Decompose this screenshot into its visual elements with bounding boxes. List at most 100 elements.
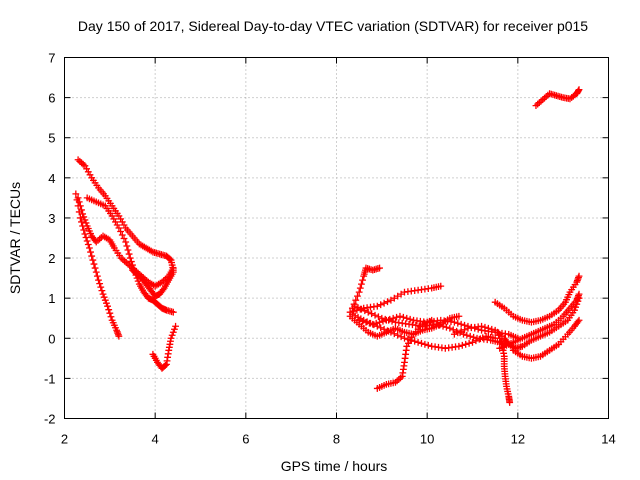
data-point: [166, 255, 174, 263]
data-point: [93, 272, 101, 280]
data-point: [115, 224, 123, 232]
data-point: [83, 237, 91, 245]
data-point: [172, 322, 179, 330]
data-point: [101, 296, 109, 304]
data-point: [436, 321, 444, 329]
data-point: [76, 214, 84, 222]
data-point: [356, 284, 364, 292]
y-tick-label: 4: [48, 171, 55, 186]
data-point: [97, 283, 105, 291]
data-point: [72, 190, 80, 198]
data-point: [375, 313, 382, 321]
series-arc-14: [450, 294, 583, 352]
data-point: [103, 299, 110, 307]
x-tick-label: 14: [601, 432, 615, 447]
data-point: [159, 286, 167, 294]
data-point: [449, 326, 457, 334]
y-axis-label: SDTVAR / TECUs: [7, 182, 23, 294]
data-point: [484, 324, 492, 332]
data-point: [96, 280, 104, 288]
y-tick-label: -2: [44, 412, 56, 427]
y-axis-ticks: -2 -1 0 1 2 3 4 5 6 7: [44, 51, 609, 427]
y-tick-label: 7: [48, 51, 55, 66]
data-point: [358, 305, 365, 313]
data-point: [84, 241, 92, 248]
data-point: [389, 314, 397, 322]
data-point: [73, 196, 81, 204]
data-point: [168, 331, 176, 339]
data-point: [98, 287, 106, 295]
data-point: [450, 318, 458, 326]
data-point: [373, 322, 381, 330]
data-point: [122, 238, 130, 246]
data-point: [454, 319, 462, 327]
data-point: [372, 319, 380, 327]
data-point: [457, 327, 465, 335]
data-point: [359, 276, 366, 284]
data-point: [386, 315, 394, 323]
data-point: [465, 339, 473, 347]
data-point: [411, 337, 419, 345]
data-point: [358, 280, 365, 288]
data-point: [488, 325, 496, 333]
data-point: [104, 302, 111, 310]
series-arc-13: [373, 316, 436, 392]
series-arc-11: [348, 310, 499, 352]
data-point: [75, 208, 83, 216]
data-point: [124, 246, 132, 254]
data-point: [379, 317, 387, 325]
data-point: [454, 329, 462, 337]
data-point: [117, 228, 124, 235]
x-tick-label: 6: [242, 432, 249, 447]
data-point: [380, 299, 388, 307]
data-point: [169, 308, 177, 316]
data-point: [87, 248, 94, 256]
data-point: [437, 282, 445, 290]
data-point: [418, 339, 425, 347]
data-point: [351, 302, 359, 310]
data-point: [497, 337, 505, 345]
data-point: [169, 268, 177, 276]
data-point: [125, 250, 133, 258]
data-point: [481, 323, 489, 331]
data-point: [470, 333, 478, 341]
data-point: [89, 256, 97, 264]
data-point: [463, 331, 471, 339]
data-point: [107, 313, 115, 321]
data-point: [81, 230, 89, 238]
data-point: [105, 306, 113, 314]
data-point: [394, 331, 402, 339]
data-point: [352, 296, 360, 304]
data-point: [90, 260, 98, 268]
data-point: [439, 322, 447, 330]
data-point: [99, 290, 107, 298]
data-point: [450, 330, 458, 338]
x-tick-label: 12: [511, 432, 525, 447]
data-point: [396, 312, 404, 320]
data-point: [421, 340, 429, 348]
data-point: [359, 317, 366, 325]
data-point: [355, 288, 363, 296]
data-point: [390, 330, 398, 338]
data-point: [378, 314, 386, 322]
data-point: [479, 334, 487, 342]
data-point: [376, 264, 383, 272]
series-arc-4: [129, 266, 177, 300]
series-arc-16: [491, 272, 583, 326]
data-point: [120, 235, 128, 242]
data-point: [443, 323, 450, 331]
data-point: [506, 399, 514, 406]
data-point: [82, 219, 90, 227]
data-point: [80, 213, 88, 221]
data-point: [414, 338, 422, 346]
data-point: [469, 338, 476, 346]
series-arc-19: [532, 86, 583, 110]
data-point: [369, 320, 377, 328]
data-point: [74, 202, 82, 210]
data-point: [123, 242, 131, 250]
data-point: [365, 319, 373, 327]
data-point: [455, 342, 463, 350]
data-point: [475, 335, 483, 343]
data-point: [472, 337, 480, 345]
